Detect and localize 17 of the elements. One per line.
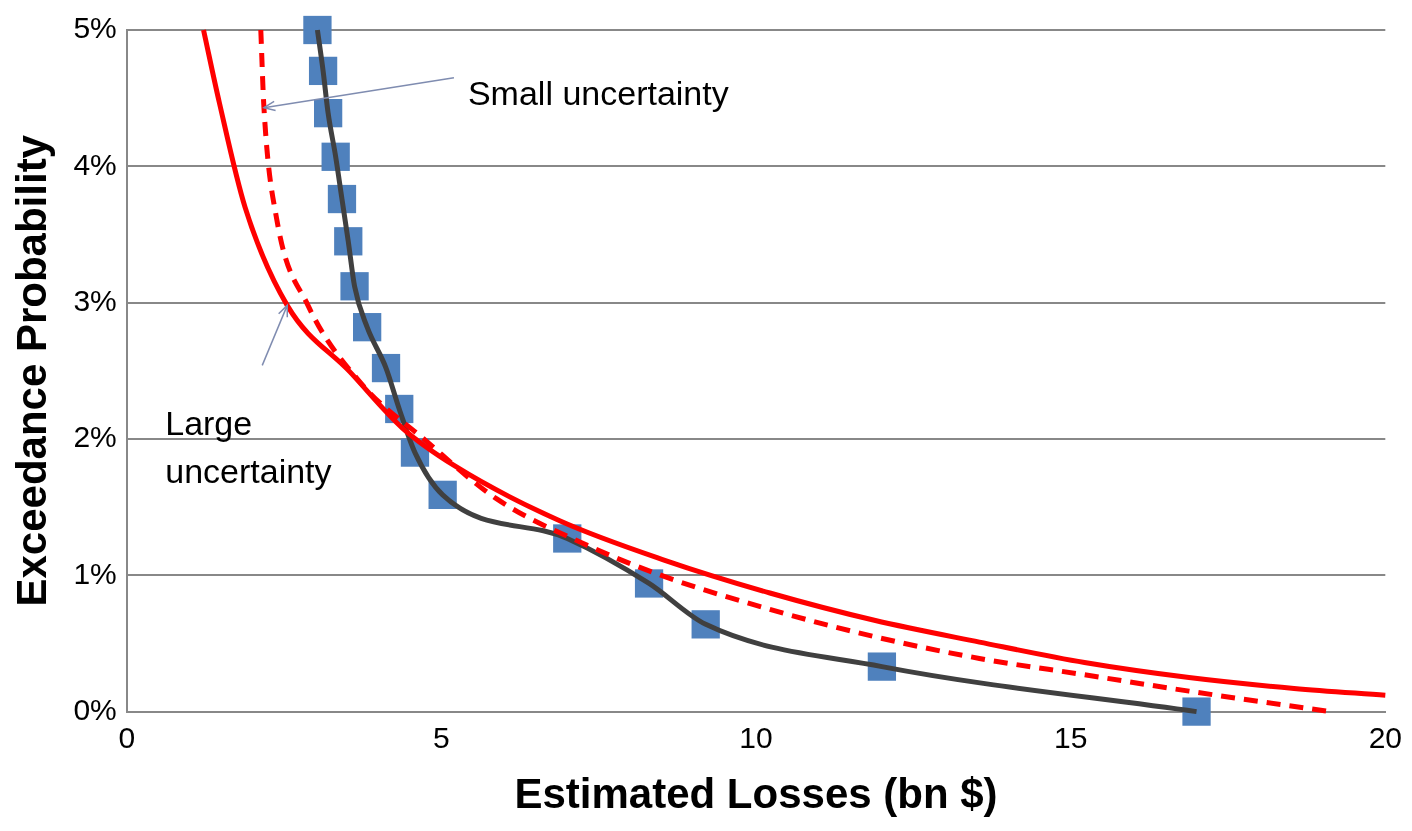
y-tick-label: 5% (73, 11, 117, 45)
x-tick-label: 0 (118, 720, 136, 754)
point (1182, 697, 1211, 726)
x-tick-label: 5 (433, 720, 450, 754)
x-tick-label: 20 (1368, 720, 1402, 754)
annotation: Large uncertainty (165, 403, 332, 490)
y-tick-label: 2% (73, 420, 117, 454)
x-tick-label: 15 (1053, 720, 1088, 754)
point (303, 15, 332, 45)
y-axis-title: Exceedance Probability (7, 134, 55, 607)
x-tick-label: 10 (739, 720, 773, 754)
y-tick-label: 4% (73, 147, 117, 181)
y-tick-label: 3% (73, 283, 117, 317)
y-tick-label: 1% (73, 556, 117, 590)
y-tick-label: 0% (73, 692, 117, 726)
annotation: Small uncertainty (467, 74, 729, 113)
x-axis-title: Estimated Losses (bn $) (514, 770, 998, 818)
